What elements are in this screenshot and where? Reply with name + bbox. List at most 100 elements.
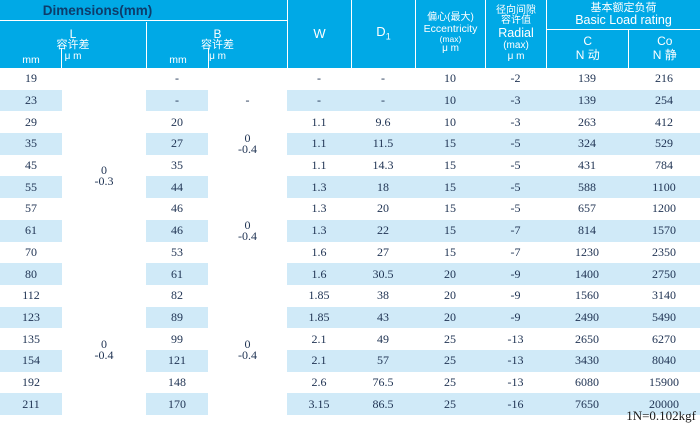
cell-b-mm: 35	[171, 158, 183, 173]
cell-l-mm: 80	[0, 263, 62, 285]
cell-w: 1.85	[287, 306, 351, 329]
cell-l-mm: 192	[22, 374, 40, 389]
w-column-header: W	[287, 0, 351, 68]
cell-co-static: 2350	[652, 244, 676, 259]
cell-d1: 30.5	[351, 263, 415, 285]
co-label: Co	[657, 34, 673, 49]
cell-eccentricity: 15	[415, 219, 485, 242]
cell-b-mm: 121	[146, 349, 208, 372]
b-column-group-header: B 容许差 μ m mm	[146, 22, 288, 68]
cell-l-mm: 23	[0, 89, 62, 112]
basic-load-cn: 基本额定负荷	[590, 1, 657, 14]
cell-d1: 49	[377, 331, 389, 346]
cell-eccentricity: 25	[444, 331, 456, 346]
cell-b-mm: 20	[171, 114, 183, 129]
l-mm-unit: mm	[22, 53, 40, 66]
cell-b-tolerance: -	[208, 89, 287, 112]
cell-w: 1.3	[287, 219, 351, 242]
cell-d1: 11.5	[351, 133, 415, 155]
co-static-header: Co N 静	[628, 30, 700, 68]
c-sub-label: N 动	[575, 48, 600, 62]
b-um-unit: μ m	[209, 50, 226, 62]
cell-radial: -13	[507, 331, 524, 346]
cell-co-static: 15900	[649, 374, 679, 389]
cell-b-tolerance: 0 -0.4	[208, 284, 287, 415]
cell-radial: -7	[485, 219, 546, 242]
radial-cn2: 容许值	[501, 15, 531, 27]
table-header: Dimensions(mm) L 容许差 μ m mm B 容许差 μ m mm…	[0, 0, 700, 68]
cell-l-mm: 45	[25, 158, 37, 173]
cell-co-static: 3140	[652, 288, 676, 303]
table-row: 192 148 2.6 76.5 25 -13 6080 15900	[0, 372, 700, 394]
table-row: 45 35 1.1 14.3 15 -5 431 784	[0, 155, 700, 177]
cell-d1: 9.6	[375, 114, 391, 129]
cell-b-mm: 82	[171, 288, 183, 303]
radial-max: (max)	[503, 39, 529, 51]
cell-d1: 27	[377, 244, 389, 259]
eccentricity-column-header: 偏心(最大) Eccentricity (max) μ m	[415, 0, 485, 68]
cell-w: 2.1	[287, 349, 351, 372]
cell-c-dynamic: 139	[578, 71, 596, 86]
unit-conversion-note: 1N=0.102kgf	[626, 408, 696, 423]
cell-eccentricity: 10	[444, 71, 456, 86]
cell-l-mm: 70	[25, 244, 37, 259]
cell-co-static: 1570	[628, 219, 700, 242]
cell-l-mm: 19	[25, 71, 37, 86]
cell-d1: 86.5	[351, 393, 415, 415]
cell-co-static: 784	[655, 158, 673, 173]
cell-radial: -3	[510, 114, 521, 129]
b-letter: B	[213, 26, 222, 41]
c-dynamic-header: C N 动	[547, 30, 628, 68]
cell-radial: -2	[510, 71, 521, 86]
table-row: 211 170 3.15 86.5 25 -16 7650 20000	[0, 393, 700, 415]
radial-en: Radial	[498, 26, 534, 41]
cell-l-mm: 154	[0, 349, 62, 372]
table-row: 61 46 1.3 22 15 -7 814 1570	[0, 219, 700, 242]
cell-co-static: 20000	[628, 393, 700, 415]
l-letter: L	[69, 26, 77, 41]
cell-l-mm: 211	[0, 393, 62, 415]
cell-l-tolerance: 0 -0.4	[62, 284, 146, 415]
cell-c-dynamic: 1230	[575, 244, 599, 259]
cell-radial: -5	[510, 158, 521, 173]
cell-d1: -	[381, 71, 385, 86]
table-row: 55 44 0 -0.4 1.3 18 15 -5 588 1100	[0, 176, 700, 285]
cell-b-mm: 148	[168, 374, 186, 389]
co-sub-label: N 静	[652, 48, 677, 62]
cell-w: 1.6	[311, 244, 327, 259]
l-column-group-header: L 容许差 μ m mm	[0, 22, 146, 68]
cell-co-static: 412	[655, 114, 673, 129]
cell-l-mm: 112	[22, 288, 40, 303]
cell-b-mm: -	[146, 89, 208, 112]
cell-eccentricity: 10	[415, 89, 485, 112]
table-row: 80 61 1.6 30.5 20 -9 1400 2750	[0, 263, 700, 285]
cell-c-dynamic: 7650	[546, 393, 628, 415]
cell-w: 2.6	[311, 374, 327, 389]
cell-d1: 43	[351, 306, 415, 329]
cell-w: -	[317, 71, 321, 86]
eccentricity-en: Eccentricity	[423, 22, 478, 35]
table-row: 35 27 1.1 11.5 15 -5 324 529	[0, 133, 700, 155]
cell-b-mm: 170	[146, 393, 208, 415]
cell-radial: -9	[485, 306, 546, 329]
cell-radial: -9	[485, 263, 546, 285]
cell-radial: -16	[485, 393, 546, 415]
cell-c-dynamic: 1400	[546, 263, 628, 285]
cell-w: 1.3	[311, 201, 327, 216]
c-label: C	[583, 34, 593, 49]
cell-l-tolerance: 0 -0.3	[62, 68, 146, 285]
cell-c-dynamic: 6080	[575, 374, 599, 389]
cell-d1: 38	[377, 288, 389, 303]
cell-w: 1.1	[311, 114, 327, 129]
radial-cn1: 径向间隙	[496, 4, 536, 16]
eccentricity-max: (max)	[439, 34, 462, 45]
cell-eccentricity: 25	[415, 393, 485, 415]
cell-eccentricity: 10	[444, 114, 456, 129]
cell-co-static: 216	[655, 71, 673, 86]
basic-load-group-header: 基本额定负荷 Basic Load rating C N 动 Co N 静	[546, 0, 700, 68]
cell-c-dynamic: 431	[578, 158, 596, 173]
cell-radial: -3	[485, 89, 546, 112]
cell-l-mm: 55	[0, 176, 62, 199]
cell-co-static: 1200	[652, 201, 676, 216]
eccentricity-cn: 偏心(最大)	[427, 11, 474, 23]
